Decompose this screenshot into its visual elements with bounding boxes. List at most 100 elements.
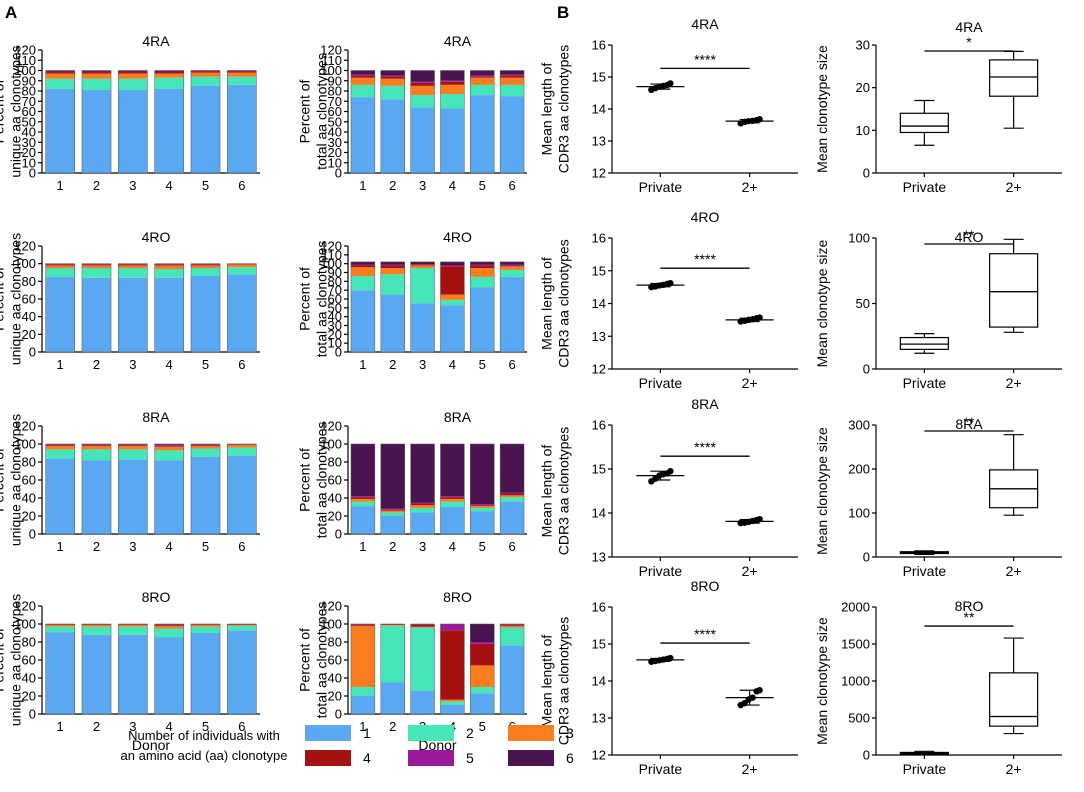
chart-title: 8RO <box>142 589 171 605</box>
bar-segment-donor-1-1 <box>45 88 75 173</box>
bar-segment-donor-3-3 <box>410 265 435 269</box>
bar-segment-donor-5-3 <box>470 506 495 508</box>
bar-segment-donor-2-1 <box>380 99 405 173</box>
x-tick-label: 2 <box>93 178 100 193</box>
bar-segment-donor-2-3 <box>380 78 405 86</box>
bar-segment-donor-6-5 <box>500 74 525 76</box>
x-tick-label: 2 <box>389 539 396 554</box>
chart-title: 4RA <box>142 33 170 49</box>
bar-segment-donor-6-2 <box>500 269 525 277</box>
y-tick-label: 50 <box>856 296 870 311</box>
chart-a-4ro-unique: 0 20 40 60 80 100 120 Percent of unique aa clono… <box>0 229 260 372</box>
y-tick-label: 60 <box>22 292 36 307</box>
y-tick-label: 40 <box>328 125 342 140</box>
x-tick-label: 5 <box>479 178 486 193</box>
bar-segment-donor-1-4 <box>350 624 375 626</box>
bar-segment-donor-1-5 <box>350 264 375 266</box>
y-tick-label: 40 <box>328 491 342 506</box>
bar-segment-donor-2-3 <box>81 265 112 269</box>
x-tick-label: 1 <box>359 539 366 554</box>
y-axis-label: total aa clonotypes <box>314 422 330 539</box>
x-tick-label: 5 <box>202 539 209 554</box>
bar-segment-donor-1-4 <box>350 497 375 499</box>
bar-segment-donor-5-2 <box>190 76 221 86</box>
y-tick-label: 20 <box>22 145 36 160</box>
y-tick-label: 13 <box>592 711 606 726</box>
y-tick-label: 20 <box>328 327 342 342</box>
x-tick-label: Private <box>903 375 947 391</box>
bar-segment-donor-6-2 <box>227 625 257 631</box>
bar-outline <box>499 70 525 174</box>
y-axis-label: Percent of <box>297 267 313 331</box>
y-tick-label: 40 <box>22 671 36 686</box>
bar-segment-donor-6-2 <box>227 267 257 275</box>
chart-title: 4RA <box>444 33 472 49</box>
bar-segment-donor-4-2 <box>154 450 184 461</box>
bar-segment-donor-2-6 <box>380 444 405 509</box>
bar-segment-donor-3-1 <box>410 107 435 173</box>
y-axis-label: unique aa clonotypes <box>8 594 24 726</box>
legend-label: 5 <box>466 750 474 766</box>
bar-segment-donor-6-6 <box>227 70 257 72</box>
y-tick-label: 100 <box>320 617 342 632</box>
bar-segment-donor-6-6 <box>500 444 525 493</box>
y-tick-label: 15 <box>592 70 606 85</box>
bar-segment-donor-5-1 <box>190 456 221 534</box>
legend-entries: 1 2 3 4 5 6 <box>305 725 574 766</box>
x-tick-label: Private <box>639 761 683 777</box>
bar-segment-donor-4-4 <box>154 445 184 447</box>
bar-segment-donor-3-2 <box>118 626 148 635</box>
x-tick-label: 1 <box>57 178 64 193</box>
bar-segment-donor-2-1 <box>81 634 112 714</box>
bar-segment-donor-3-5 <box>410 81 435 83</box>
y-tick-label: 80 <box>328 84 342 99</box>
y-axis-label: unique aa clonotypes <box>8 45 24 177</box>
bar-segment-donor-6-4 <box>227 71 257 73</box>
y-tick-label: 100 <box>848 506 870 521</box>
y-tick-label: 30 <box>856 38 870 53</box>
bar-segment-donor-5-6 <box>190 70 221 72</box>
bar-segment-donor-2-5 <box>380 508 405 510</box>
x-tick-label: 2+ <box>1006 375 1022 391</box>
bar-segment-donor-5-3 <box>470 268 495 277</box>
bar-outline <box>470 443 495 535</box>
legend-swatch-2 <box>408 725 454 741</box>
y-tick-label: 0 <box>335 345 342 360</box>
x-tick-label: 4 <box>166 719 173 734</box>
y-tick-label: 40 <box>22 309 36 324</box>
y-tick-label: 60 <box>22 104 36 119</box>
bar-segment-donor-1-2 <box>350 276 375 291</box>
y-tick-label: 120 <box>14 599 36 614</box>
y-tick-label: 110 <box>321 53 342 68</box>
bar-outline <box>350 261 376 353</box>
bar-segment-donor-6-4 <box>500 265 525 267</box>
data-point-Private <box>667 468 674 475</box>
y-axis-label: Mean clonotype size <box>814 617 830 745</box>
bar-segment-donor-5-2 <box>470 507 495 512</box>
x-tick-label: 6 <box>508 539 515 554</box>
bar-segment-donor-5-4 <box>190 444 221 446</box>
bar-segment-donor-5-1 <box>190 276 221 352</box>
chart-title: 8RA <box>142 409 170 425</box>
bar-segment-donor-3-1 <box>410 303 435 352</box>
y-tick-label: 40 <box>22 125 36 140</box>
bar-segment-donor-1-1 <box>350 506 375 534</box>
y-axis-label: Percent of <box>0 628 7 692</box>
data-point-Private <box>667 654 674 662</box>
bar-segment-donor-1-3 <box>45 265 75 269</box>
significance-label: ** <box>964 414 975 430</box>
bar-segment-donor-3-2 <box>118 268 148 278</box>
x-tick-label: 2 <box>93 719 100 734</box>
legend-label: 4 <box>363 750 371 766</box>
bar-segment-donor-5-4 <box>470 505 495 507</box>
y-axis-label: Mean length of <box>539 257 555 350</box>
y-tick-label: 20 <box>22 509 36 524</box>
bar-segment-donor-4-3 <box>440 498 465 502</box>
y-tick-label: 0 <box>863 550 870 565</box>
y-tick-label: 40 <box>328 309 342 324</box>
chart-a-8ra-unique: 0 20 40 60 80 100 120 Percent of unique aa clono… <box>0 409 260 554</box>
bar-segment-donor-4-2 <box>440 299 465 306</box>
bar-segment-donor-6-4 <box>500 493 525 496</box>
bar-segment-donor-1-3 <box>45 624 75 627</box>
y-tick-label: 20 <box>856 80 870 95</box>
